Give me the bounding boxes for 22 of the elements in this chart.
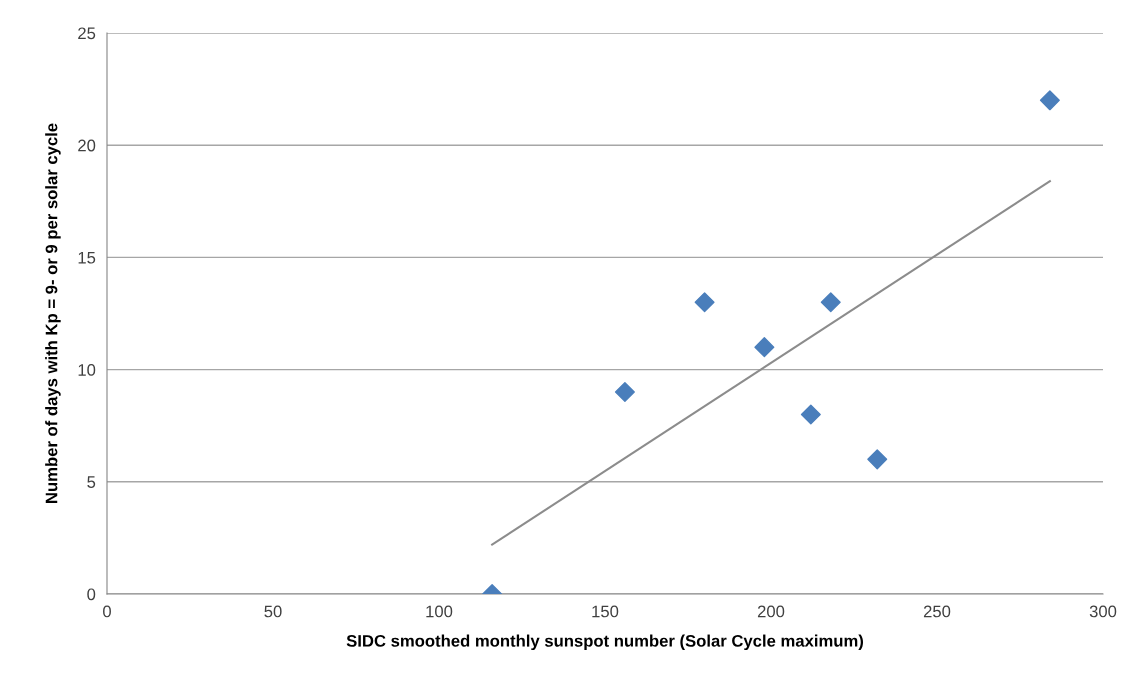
point: [754, 337, 775, 358]
x-tick-label: 100: [426, 605, 453, 618]
x-tick-label: 150: [592, 605, 619, 618]
x-axis-title: SIDC smoothed monthly sunspot number (Solar Cycle maximum): [346, 634, 864, 651]
y-tick-label: 25: [78, 27, 96, 40]
x-tick-label: 250: [923, 605, 951, 618]
x-tick-label: 50: [264, 605, 282, 618]
y-tick-label: 20: [78, 139, 96, 152]
y-tick-label: 10: [78, 364, 96, 376]
point: [820, 292, 841, 313]
x-tick-label: 0: [103, 605, 111, 618]
point: [1039, 90, 1060, 111]
point: [800, 404, 821, 425]
point: [694, 292, 715, 313]
y-tick-label: 0: [87, 588, 96, 601]
y-tick-label: 15: [78, 251, 96, 264]
y-axis-title: Number of days with Kp = 9- or 9 per solar cycle: [45, 123, 61, 503]
x-tick-label: 300: [1089, 605, 1117, 618]
x-tick-label: 200: [757, 605, 785, 618]
point: [614, 382, 635, 403]
point: [867, 449, 888, 470]
y-tick-label: 5: [87, 476, 96, 488]
